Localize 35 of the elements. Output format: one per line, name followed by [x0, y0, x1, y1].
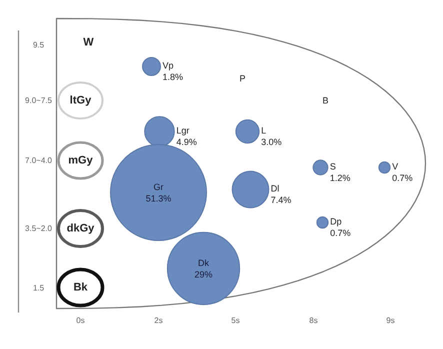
text: 9.5 — [32, 40, 45, 50]
category-label: Dk — [198, 258, 210, 268]
text: 2s — [154, 316, 163, 325]
category-label: S — [330, 162, 336, 172]
text: mGy — [68, 154, 94, 166]
text: P — [240, 74, 246, 84]
category-label: Gr — [154, 182, 164, 192]
text: 3.5~2.0 — [25, 224, 53, 233]
text: 7.0~4.0 — [25, 156, 53, 165]
category-label: Lgr — [176, 126, 190, 136]
data-label: 51.3% — [146, 193, 172, 204]
data-label: 3.0% — [261, 137, 282, 147]
data-label: 1.2% — [330, 173, 350, 183]
data-label: 0.7% — [330, 228, 351, 238]
data-label: 4.9% — [176, 137, 197, 147]
text: 0s — [76, 316, 85, 325]
text: 5s — [231, 316, 240, 325]
text: 1.5 — [32, 284, 45, 292]
category-label: Dp — [330, 216, 342, 226]
text: 9s — [386, 316, 395, 325]
data-label: 0.7% — [392, 173, 413, 183]
category-label: Vp — [162, 60, 174, 70]
text: W — [83, 36, 94, 48]
category-label: Dl — [270, 184, 280, 194]
text: 9.0~7.5 — [25, 96, 53, 105]
category-label: V — [392, 162, 398, 172]
text: ltGy — [70, 94, 92, 106]
text: Bk — [73, 282, 88, 294]
text: B — [322, 96, 329, 106]
data-label: 1.8% — [162, 72, 184, 82]
text: 8s — [309, 316, 318, 325]
text: dkGy — [66, 222, 96, 234]
data-label: 29% — [194, 269, 213, 280]
category-label: L — [261, 126, 266, 136]
data-label: 7.4% — [270, 195, 292, 205]
